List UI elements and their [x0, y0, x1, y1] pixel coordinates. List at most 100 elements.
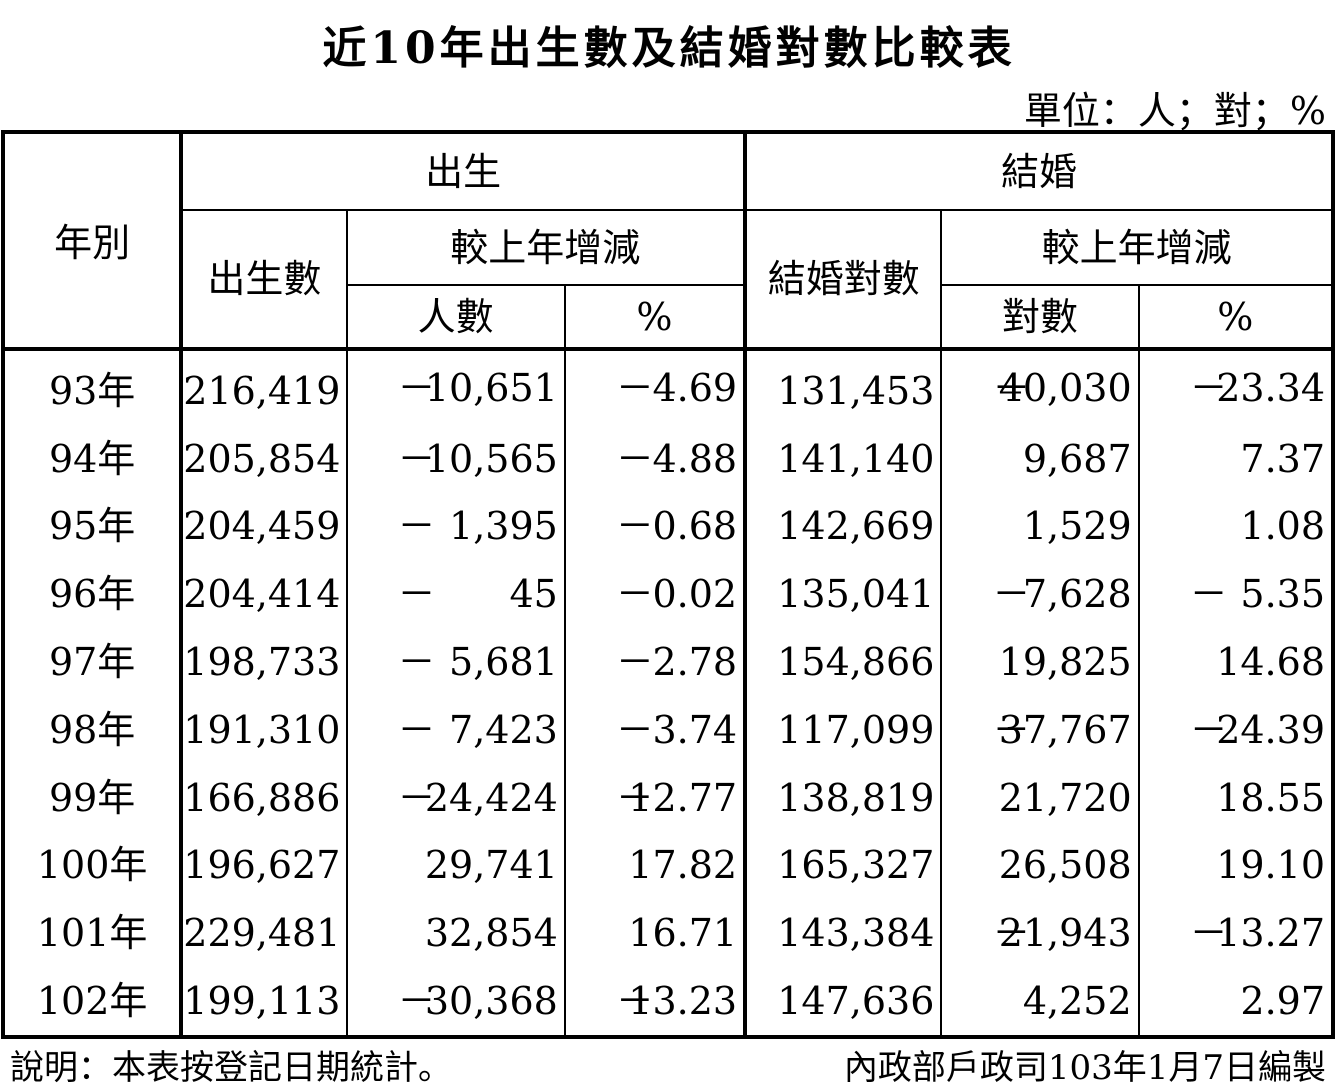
minus-sign: － [1189, 707, 1228, 752]
minus-sign: － [397, 436, 436, 481]
marriage-count-cell: 165,327 [744, 831, 943, 900]
year-cell: 100年 [1, 831, 184, 900]
minus-sign: － [1189, 911, 1228, 956]
minus-sign: － [615, 775, 654, 820]
marriage-change-pairs-cell: － 40,030 [940, 349, 1140, 425]
cell-value: 2.97 [1240, 979, 1325, 1024]
cell-value: 2.78 [652, 640, 738, 685]
cell-value: 24.39 [1216, 707, 1325, 752]
marriage-change-pairs-cell: － 21,943 [940, 899, 1140, 968]
birth-change-people-cell: － 10,651 [345, 349, 566, 425]
birth-count-cell: 166,886 [180, 763, 348, 832]
minus-sign: － [397, 504, 436, 549]
marriage-change-pct-cell: － 5.35 [1137, 560, 1335, 629]
cell-value: 29,741 [424, 843, 558, 888]
marriage-count-cell: 135,041 [744, 560, 943, 629]
cell-value: 32,854 [424, 911, 558, 956]
marriage-change-pct-cell: － 13.27 [1137, 899, 1335, 968]
minus-sign: － [992, 707, 1031, 752]
marriage-change-pct-cell: 14.68 [1137, 628, 1335, 696]
minus-sign: － [397, 775, 436, 820]
cell-value: 30,368 [424, 979, 558, 1024]
marriage-change-pct-cell: 1.08 [1137, 492, 1335, 561]
minus-sign: － [615, 504, 654, 549]
unit-label: 單位：人；對；% [1023, 89, 1326, 133]
birth-count-cell: 198,733 [180, 628, 348, 696]
cell-value: 26,508 [998, 843, 1132, 888]
marriage-change-pairs-cell: 21,720 [940, 763, 1140, 832]
marriage-change-pairs-cell: 9,687 [940, 424, 1140, 493]
birth-change-people-cell: － 10,565 [345, 424, 566, 493]
minus-sign: － [397, 640, 436, 685]
minus-sign: － [615, 365, 654, 410]
marriage-change-pct-cell: － 24.39 [1137, 695, 1335, 764]
marriage-change-pairs-cell: 4,252 [940, 967, 1140, 1037]
comparison-table: 年別 出生 結婚 出生數 較上年增減 結婚對數 較上年增減 人數 % 對數 % … [1, 130, 1335, 1039]
cell-value: 5.35 [1240, 572, 1325, 617]
birth-change-people-cell: － 45 [345, 560, 566, 629]
birth-change-people-cell: － 5,681 [345, 628, 566, 696]
birth-change-pct-cell: － 0.68 [563, 492, 748, 561]
birth-change-people-cell: － 1,395 [345, 492, 566, 561]
minus-sign: － [992, 365, 1031, 410]
cell-value: 24,424 [424, 775, 558, 820]
page-title: 近10年出生數及結婚對數比較表 [322, 23, 1016, 74]
table-row: 100年 196,627 29,741 17.82 165,327 26,508 19.10 [1, 831, 1335, 900]
minus-sign: － [992, 911, 1031, 956]
year-cell: 99年 [1, 763, 184, 832]
cell-value: 21,943 [998, 911, 1132, 956]
marriage-count-cell: 143,384 [744, 899, 943, 968]
birth-change-people-cell: 32,854 [345, 899, 566, 968]
cell-value: 37,767 [998, 707, 1132, 752]
table-row: 96年 204,414 － 45 － 0.02 135,041 － 7,628 － 5.35 [1, 560, 1335, 629]
cell-value: 1.08 [1240, 504, 1325, 549]
table-row: 95年 204,459 － 1,395 － 0.68 142,669 1,529 1.08 [1, 492, 1335, 561]
marriage-change-pct-cell: 19.10 [1137, 831, 1335, 900]
cell-value: 13.23 [628, 979, 738, 1024]
birth-change-pct-cell: － 4.88 [563, 424, 748, 493]
birth-count-cell: 205,854 [180, 424, 348, 493]
cell-value: 1,395 [449, 504, 558, 549]
marriage-change-pct-cell: 7.37 [1137, 424, 1335, 493]
cell-value: 18.55 [1216, 775, 1325, 820]
header-marriage-count: 結婚對數 [744, 209, 943, 351]
header-marriage-pairs: 對數 [940, 284, 1140, 351]
marriage-count-cell: 131,453 [744, 349, 943, 425]
marriage-change-pairs-cell: 26,508 [940, 831, 1140, 900]
table-row: 97年 198,733 － 5,681 － 2.78 154,866 19,825 14.68 [1, 628, 1335, 696]
minus-sign: － [397, 572, 436, 617]
marriage-count-cell: 117,099 [744, 695, 943, 764]
marriage-change-pct-cell: 2.97 [1137, 967, 1335, 1037]
table-row: 101年 229,481 32,854 16.71 143,384 － 21,943 － 13.… [1, 899, 1335, 968]
birth-change-pct-cell: － 12.77 [563, 763, 748, 832]
cell-value: 3.74 [652, 707, 738, 752]
minus-sign: － [615, 436, 654, 481]
cell-value: 5,681 [449, 640, 558, 685]
marriage-change-pairs-cell: 1,529 [940, 492, 1140, 561]
birth-change-people-cell: － 7,423 [345, 695, 566, 764]
birth-change-pct-cell: － 3.74 [563, 695, 748, 764]
cell-value: 14.68 [1216, 640, 1325, 685]
year-cell: 101年 [1, 899, 184, 968]
header-birth-count: 出生數 [180, 209, 348, 351]
year-cell: 97年 [1, 628, 184, 696]
year-cell: 98年 [1, 695, 184, 764]
minus-sign: － [397, 365, 436, 410]
header-marriage-change: 較上年增減 [940, 209, 1334, 286]
cell-value: 19,825 [998, 640, 1132, 685]
minus-sign: － [615, 979, 654, 1024]
minus-sign: － [1189, 572, 1228, 617]
cell-value: 12.77 [628, 775, 738, 820]
birth-count-cell: 204,414 [180, 560, 348, 629]
cell-value: 19.10 [1216, 843, 1325, 888]
birth-change-pct-cell: 17.82 [563, 831, 748, 900]
footnote: 說明：本表按登記日期統計。 [10, 1048, 452, 1088]
birth-change-pct-cell: － 13.23 [563, 967, 748, 1037]
minus-sign: － [615, 707, 654, 752]
marriage-change-pct-cell: － 23.34 [1137, 349, 1335, 425]
birth-count-cell: 229,481 [180, 899, 348, 968]
cell-value: 45 [509, 572, 558, 617]
marriage-count-cell: 138,819 [744, 763, 943, 832]
header-marriage-pct: % [1137, 284, 1335, 351]
minus-sign: － [397, 707, 436, 752]
